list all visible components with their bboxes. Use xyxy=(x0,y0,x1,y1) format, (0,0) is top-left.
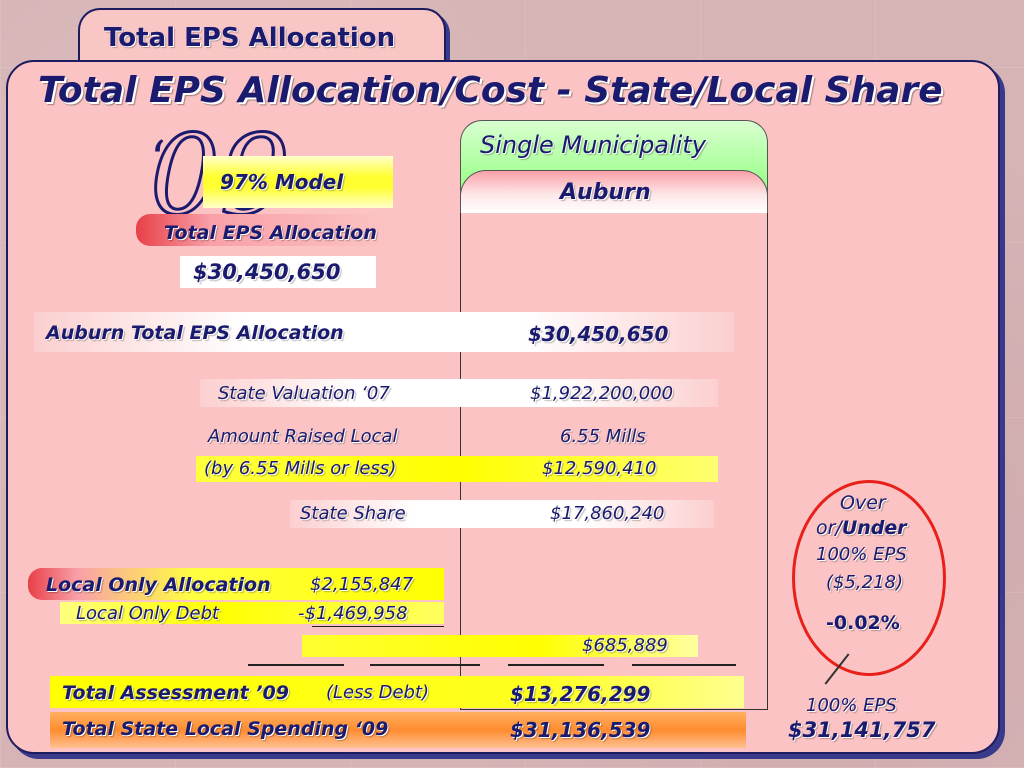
total-assessment-value: $13,276,299 xyxy=(510,682,651,706)
total-spending-row xyxy=(50,712,746,748)
local-only-row xyxy=(28,568,444,600)
state-valuation-value: $1,922,200,000 xyxy=(530,383,674,404)
total-assessment-label: Total Assessment ’09 xyxy=(62,682,289,704)
page-title: Total EPS Allocation/Cost - State/Local … xyxy=(38,70,943,111)
over-label: Over xyxy=(840,492,886,514)
mills-value: $12,590,410 xyxy=(542,458,657,479)
title-tab xyxy=(78,8,446,66)
state-share-label: State Share xyxy=(300,503,406,524)
auburn-total-value: $30,450,650 xyxy=(528,322,669,346)
or-under-line: or/Under xyxy=(816,517,907,539)
single-municipality-label: Single Municipality xyxy=(480,131,706,159)
separator-4 xyxy=(632,664,736,666)
allocation-label: Total EPS Allocation xyxy=(164,222,377,244)
eps-value: $31,141,757 xyxy=(788,718,936,742)
total-assessment-sub: (Less Debt) xyxy=(326,682,430,703)
local-only-value: $2,155,847 xyxy=(310,574,414,595)
model-label: 97% Model xyxy=(220,170,344,194)
circle-pct: -0.02% xyxy=(826,612,900,634)
separator-1 xyxy=(248,664,344,666)
under-label: Under xyxy=(841,517,907,539)
over-under-circle xyxy=(792,480,946,676)
mills-row xyxy=(196,456,718,482)
state-share-row xyxy=(290,500,714,528)
allocation-value: $30,450,650 xyxy=(193,260,341,284)
eps-label: 100% EPS xyxy=(806,695,897,716)
amount-raised-value: 6.55 Mills xyxy=(560,426,646,447)
or-prefix: or/ xyxy=(816,517,842,539)
separator-3 xyxy=(508,664,604,666)
allocation-value-box xyxy=(180,256,376,288)
debt-underline xyxy=(312,626,444,627)
mills-label: (by 6.55 Mills or less) xyxy=(204,458,397,479)
net-value: $685,889 xyxy=(582,635,668,656)
tab-title: Total EPS Allocation xyxy=(104,23,396,53)
model-highlight xyxy=(203,156,393,208)
local-debt-row xyxy=(60,602,444,624)
allocation-pill xyxy=(136,214,386,246)
total-assessment-row xyxy=(50,676,744,708)
local-debt-value: -$1,469,958 xyxy=(298,603,408,624)
local-debt-label: Local Only Debt xyxy=(76,603,220,624)
state-valuation-label: State Valuation ‘07 xyxy=(218,383,390,404)
circle-pct-eps: 100% EPS xyxy=(816,544,907,565)
local-only-label: Local Only Allocation xyxy=(46,574,271,596)
auburn-tab xyxy=(460,170,768,213)
state-share-value: $17,860,240 xyxy=(550,503,665,524)
circle-diff: ($5,218) xyxy=(826,572,904,593)
auburn-total-label: Auburn Total EPS Allocation xyxy=(46,322,344,344)
auburn-total-row xyxy=(34,312,734,352)
auburn-label: Auburn xyxy=(560,180,651,205)
total-spending-label: Total State Local Spending ‘09 xyxy=(62,718,389,740)
state-valuation-row xyxy=(200,379,718,407)
total-spending-value: $31,136,539 xyxy=(510,718,651,742)
net-row xyxy=(302,635,698,657)
amount-raised-label: Amount Raised Local xyxy=(208,426,398,447)
apostrophe-mark: ‘ xyxy=(150,130,166,188)
separator-2 xyxy=(370,664,480,666)
